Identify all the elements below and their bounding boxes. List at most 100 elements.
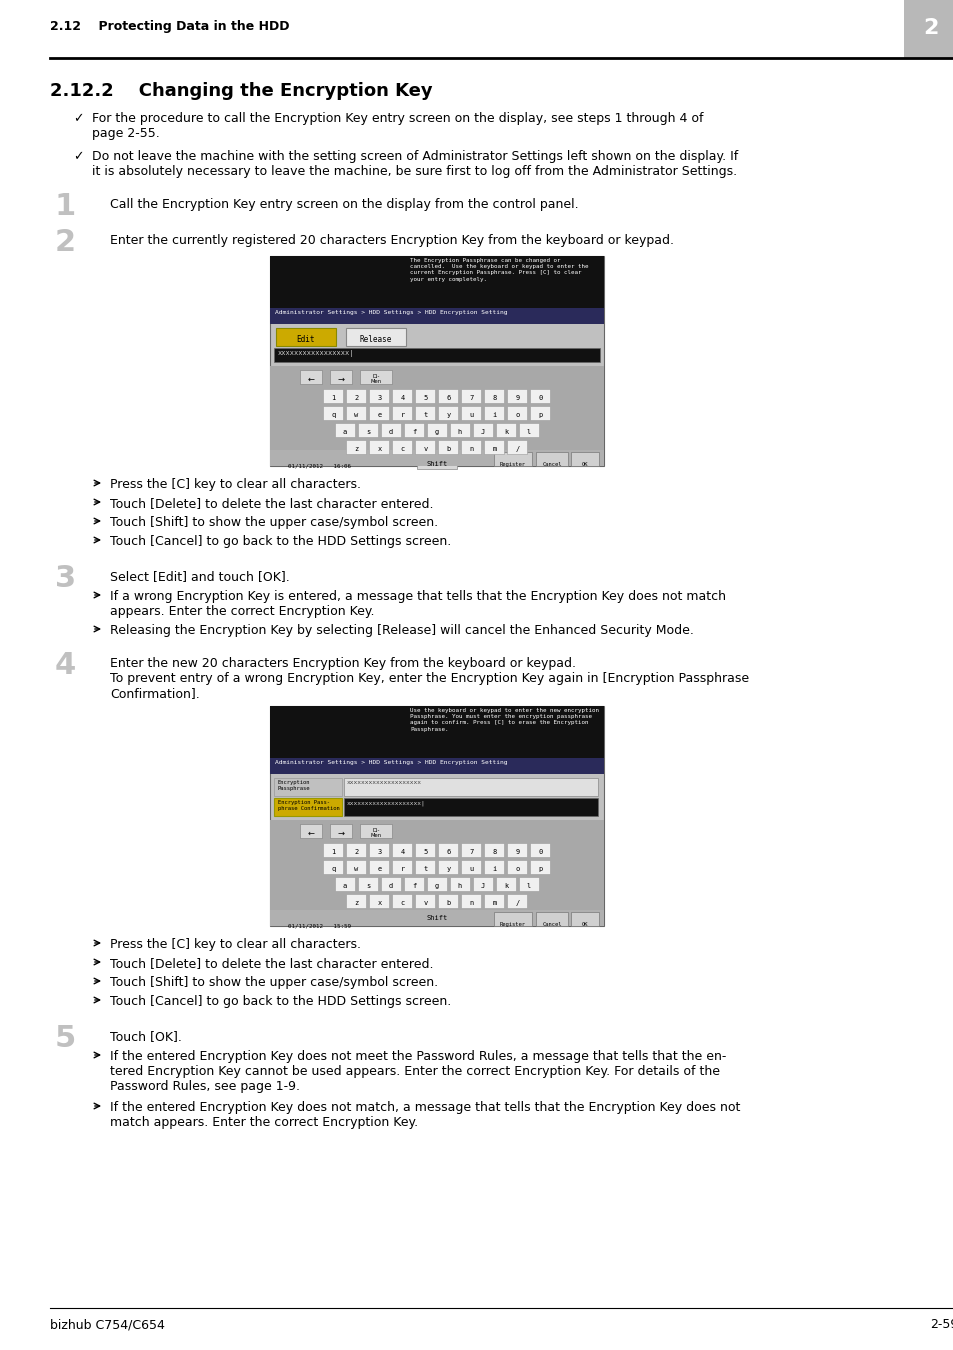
Text: Do not leave the machine with the setting screen of Administrator Settings left : Do not leave the machine with the settin… bbox=[91, 150, 738, 163]
Bar bbox=[270, 256, 603, 466]
Text: t: t bbox=[423, 865, 427, 872]
Text: Touch [Cancel] to go back to the HDD Settings screen.: Touch [Cancel] to go back to the HDD Set… bbox=[110, 535, 451, 548]
Bar bbox=[484, 860, 504, 873]
Bar bbox=[427, 878, 447, 891]
Bar bbox=[507, 842, 527, 857]
Text: i: i bbox=[492, 865, 497, 872]
Text: Encryption
Passphrase: Encryption Passphrase bbox=[277, 780, 310, 791]
Text: h: h bbox=[457, 429, 461, 435]
Text: m: m bbox=[492, 900, 497, 906]
Text: J: J bbox=[480, 429, 485, 435]
Text: m: m bbox=[492, 446, 497, 452]
Text: xxxxxxxxxxxxxxxxxxxx|: xxxxxxxxxxxxxxxxxxxx| bbox=[347, 801, 425, 806]
Bar bbox=[438, 860, 458, 873]
Bar bbox=[571, 452, 598, 466]
Text: l: l bbox=[526, 883, 531, 890]
Text: For the procedure to call the Encryption Key entry screen on the display, see st: For the procedure to call the Encryption… bbox=[91, 112, 702, 126]
Text: b: b bbox=[446, 446, 450, 452]
Bar bbox=[323, 842, 343, 857]
Text: 1: 1 bbox=[55, 192, 76, 221]
Text: If the entered Encryption Key does not meet the Password Rules, a message that t: If the entered Encryption Key does not m… bbox=[110, 1050, 725, 1062]
Text: Administrator Settings > HDD Settings > HDD Encryption Setting: Administrator Settings > HDD Settings > … bbox=[274, 760, 507, 765]
Bar bbox=[461, 842, 481, 857]
Text: g: g bbox=[435, 429, 438, 435]
Text: r: r bbox=[400, 865, 404, 872]
Text: c: c bbox=[400, 900, 404, 906]
Text: h: h bbox=[457, 883, 461, 890]
Text: Confirmation].: Confirmation]. bbox=[110, 687, 199, 701]
Text: Touch [Shift] to show the upper case/symbol screen.: Touch [Shift] to show the upper case/sym… bbox=[110, 976, 437, 990]
Text: xxxxxxxxxxxxxxxxxxxx: xxxxxxxxxxxxxxxxxxxx bbox=[347, 780, 421, 784]
Text: Encryption Pass-
phrase Confirmation: Encryption Pass- phrase Confirmation bbox=[277, 801, 339, 811]
Text: 5: 5 bbox=[423, 849, 427, 855]
Text: q: q bbox=[331, 412, 335, 418]
Text: w: w bbox=[354, 865, 358, 872]
Bar bbox=[496, 423, 516, 437]
Text: ←: ← bbox=[307, 829, 314, 837]
Bar bbox=[335, 423, 355, 437]
Bar bbox=[450, 423, 470, 437]
Bar bbox=[344, 778, 598, 796]
Bar bbox=[461, 894, 481, 909]
Bar bbox=[461, 406, 481, 420]
Bar bbox=[346, 440, 366, 454]
Text: OK: OK bbox=[581, 922, 588, 927]
Text: a: a bbox=[342, 883, 347, 890]
Bar bbox=[484, 389, 504, 404]
Bar bbox=[369, 860, 389, 873]
Bar bbox=[438, 894, 458, 909]
Bar bbox=[330, 370, 352, 383]
Bar bbox=[369, 406, 389, 420]
Text: 3: 3 bbox=[55, 564, 76, 593]
Text: 0: 0 bbox=[537, 396, 542, 401]
Text: z: z bbox=[354, 900, 358, 906]
Text: ✓: ✓ bbox=[73, 112, 84, 126]
Text: Releasing the Encryption Key by selecting [Release] will cancel the Enhanced Sec: Releasing the Encryption Key by selectin… bbox=[110, 624, 693, 637]
Text: Edit: Edit bbox=[296, 335, 314, 343]
Text: →: → bbox=[337, 374, 344, 383]
Text: k: k bbox=[503, 429, 508, 435]
Text: i: i bbox=[492, 412, 497, 418]
Bar bbox=[507, 440, 527, 454]
Text: x: x bbox=[377, 900, 381, 906]
Bar bbox=[346, 894, 366, 909]
Text: Shift: Shift bbox=[426, 915, 447, 921]
Text: 7: 7 bbox=[469, 849, 473, 855]
Text: c: c bbox=[400, 446, 404, 452]
Text: o: o bbox=[515, 865, 519, 872]
Bar bbox=[571, 913, 598, 926]
Text: d: d bbox=[389, 429, 393, 435]
Text: f: f bbox=[412, 883, 416, 890]
Text: 2-59: 2-59 bbox=[929, 1318, 953, 1331]
Text: f: f bbox=[412, 429, 416, 435]
Text: To prevent entry of a wrong Encryption Key, enter the Encryption Key again in [E: To prevent entry of a wrong Encryption K… bbox=[110, 672, 748, 684]
Bar bbox=[530, 842, 550, 857]
Bar bbox=[346, 389, 366, 404]
Bar bbox=[484, 842, 504, 857]
Bar bbox=[346, 406, 366, 420]
Bar bbox=[369, 389, 389, 404]
Text: Touch [Delete] to delete the last character entered.: Touch [Delete] to delete the last charac… bbox=[110, 957, 433, 971]
Bar bbox=[473, 423, 493, 437]
Bar bbox=[416, 389, 435, 404]
Text: Cancel: Cancel bbox=[541, 922, 561, 927]
Text: w: w bbox=[354, 412, 358, 418]
Text: 8: 8 bbox=[492, 396, 497, 401]
Bar bbox=[330, 824, 352, 838]
Bar bbox=[461, 860, 481, 873]
Text: Enter the new 20 characters Encryption Key from the keyboard or keypad.: Enter the new 20 characters Encryption K… bbox=[110, 657, 576, 670]
Text: OK: OK bbox=[581, 462, 588, 467]
Bar bbox=[530, 860, 550, 873]
Text: Call the Encryption Key entry screen on the display from the control panel.: Call the Encryption Key entry screen on … bbox=[110, 198, 578, 211]
Bar bbox=[346, 842, 366, 857]
Bar bbox=[903, 0, 953, 58]
Text: Touch [Cancel] to go back to the HDD Settings screen.: Touch [Cancel] to go back to the HDD Set… bbox=[110, 995, 451, 1008]
Bar bbox=[274, 348, 599, 362]
Bar bbox=[427, 423, 447, 437]
Bar bbox=[507, 860, 527, 873]
Text: bizhub C754/C654: bizhub C754/C654 bbox=[50, 1318, 165, 1331]
Text: Di-
Men: Di- Men bbox=[370, 374, 381, 385]
Text: 4: 4 bbox=[400, 849, 404, 855]
Bar bbox=[403, 878, 423, 891]
Text: 2: 2 bbox=[55, 228, 76, 256]
